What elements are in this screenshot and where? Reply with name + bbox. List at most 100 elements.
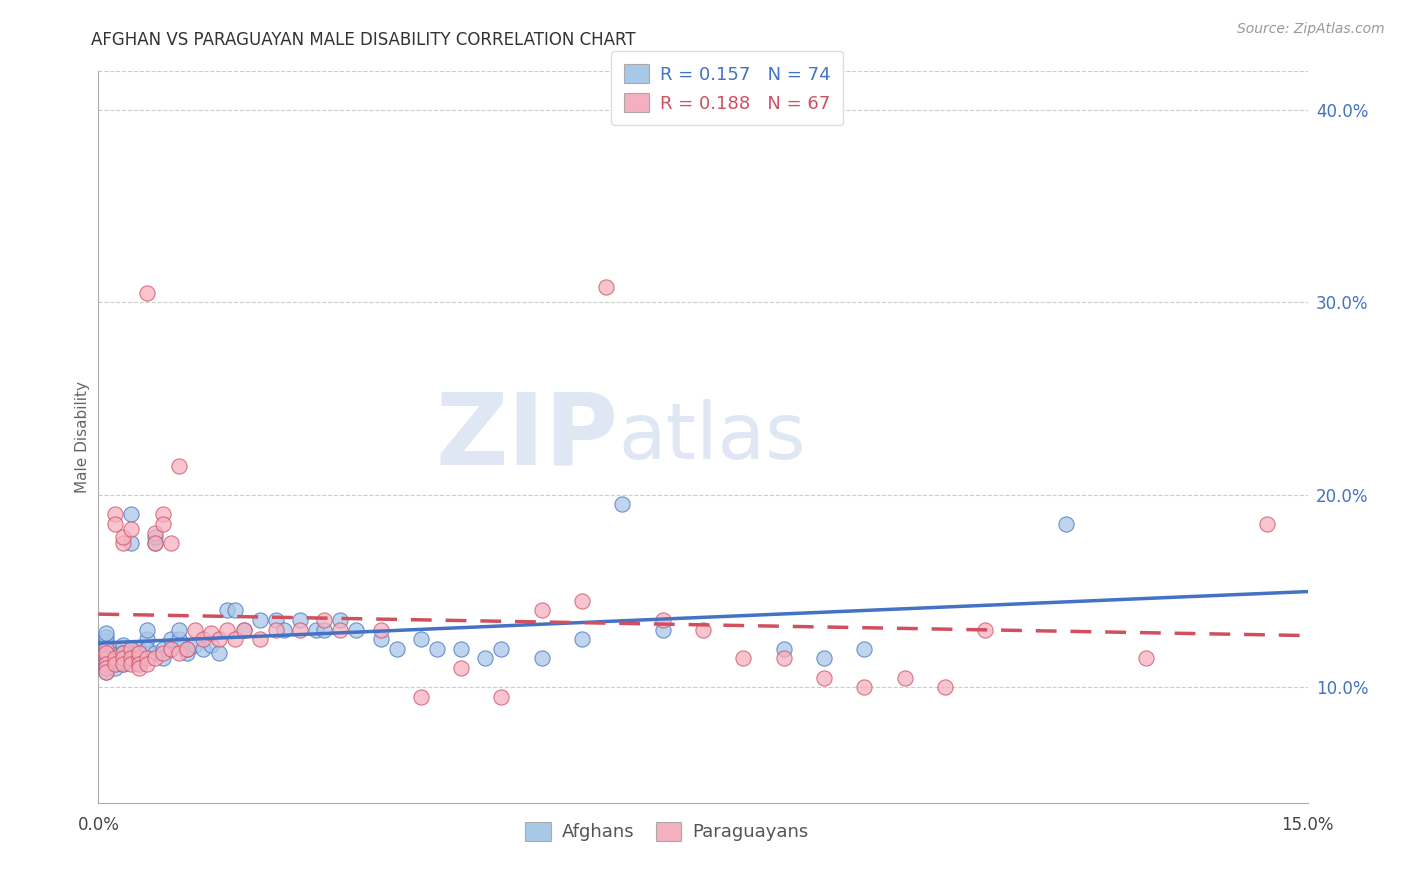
Point <box>143 651 166 665</box>
Point <box>305 623 328 637</box>
Point <box>135 285 157 300</box>
Point <box>128 657 150 672</box>
Point <box>143 530 166 544</box>
Point <box>167 623 190 637</box>
Point <box>103 651 125 665</box>
Point <box>571 593 593 607</box>
Point <box>160 632 183 647</box>
Point <box>103 651 125 665</box>
Point <box>96 651 118 665</box>
Point <box>111 651 134 665</box>
Point <box>111 646 134 660</box>
Point <box>264 623 287 637</box>
Point <box>120 523 142 537</box>
Point <box>111 657 134 672</box>
Point <box>160 536 183 550</box>
Point <box>96 638 118 652</box>
Point <box>128 646 150 660</box>
Point <box>160 641 183 656</box>
Point <box>409 690 432 704</box>
Y-axis label: Male Disability: Male Disability <box>75 381 90 493</box>
Point <box>152 651 174 665</box>
Point <box>103 507 125 521</box>
Point <box>143 526 166 541</box>
Point <box>217 623 239 637</box>
Point <box>96 665 118 679</box>
Point <box>232 623 254 637</box>
Point <box>96 651 118 665</box>
Point <box>152 646 174 660</box>
Point <box>217 603 239 617</box>
Point <box>103 661 125 675</box>
Point <box>128 646 150 660</box>
Point <box>224 603 246 617</box>
Point <box>111 651 134 665</box>
Point <box>571 632 593 647</box>
Point <box>974 623 997 637</box>
Point <box>111 655 134 669</box>
Point <box>143 536 166 550</box>
Point <box>128 651 150 665</box>
Point <box>120 641 142 656</box>
Point <box>135 651 157 665</box>
Point <box>96 661 118 675</box>
Point <box>103 641 125 656</box>
Point <box>103 657 125 672</box>
Point <box>450 641 472 656</box>
Point <box>96 661 118 675</box>
Point <box>176 641 198 656</box>
Point <box>120 646 142 660</box>
Point <box>135 657 157 672</box>
Point <box>193 641 215 656</box>
Point <box>249 632 271 647</box>
Point <box>111 657 134 672</box>
Point <box>370 623 392 637</box>
Text: AFGHAN VS PARAGUAYAN MALE DISABILITY CORRELATION CHART: AFGHAN VS PARAGUAYAN MALE DISABILITY COR… <box>91 31 636 49</box>
Point <box>184 638 207 652</box>
Point <box>314 623 336 637</box>
Point <box>288 623 311 637</box>
Point <box>167 632 190 647</box>
Point <box>135 641 157 656</box>
Point <box>120 536 142 550</box>
Point <box>232 623 254 637</box>
Point <box>450 661 472 675</box>
Point <box>385 641 408 656</box>
Point <box>595 280 617 294</box>
Point <box>128 657 150 672</box>
Point <box>152 641 174 656</box>
Point <box>120 657 142 672</box>
Point <box>491 690 513 704</box>
Point <box>128 641 150 656</box>
Point <box>103 646 125 660</box>
Point <box>120 651 142 665</box>
Point <box>474 651 496 665</box>
Point <box>111 638 134 652</box>
Point <box>103 516 125 531</box>
Point <box>1256 516 1278 531</box>
Point <box>96 634 118 648</box>
Point <box>103 648 125 662</box>
Point <box>135 632 157 647</box>
Point <box>96 646 118 660</box>
Point <box>103 657 125 672</box>
Point <box>491 641 513 656</box>
Point <box>96 630 118 644</box>
Point <box>733 651 755 665</box>
Point <box>120 649 142 664</box>
Point <box>651 623 673 637</box>
Point <box>143 646 166 660</box>
Point <box>344 623 367 637</box>
Legend: Afghans, Paraguayans: Afghans, Paraguayans <box>515 811 818 852</box>
Point <box>1054 516 1077 531</box>
Point <box>934 681 956 695</box>
Point <box>288 613 311 627</box>
Point <box>329 613 352 627</box>
Point <box>120 641 142 656</box>
Point <box>176 646 198 660</box>
Point <box>176 641 198 656</box>
Point <box>813 651 835 665</box>
Point <box>128 651 150 665</box>
Point <box>853 641 876 656</box>
Point <box>249 613 271 627</box>
